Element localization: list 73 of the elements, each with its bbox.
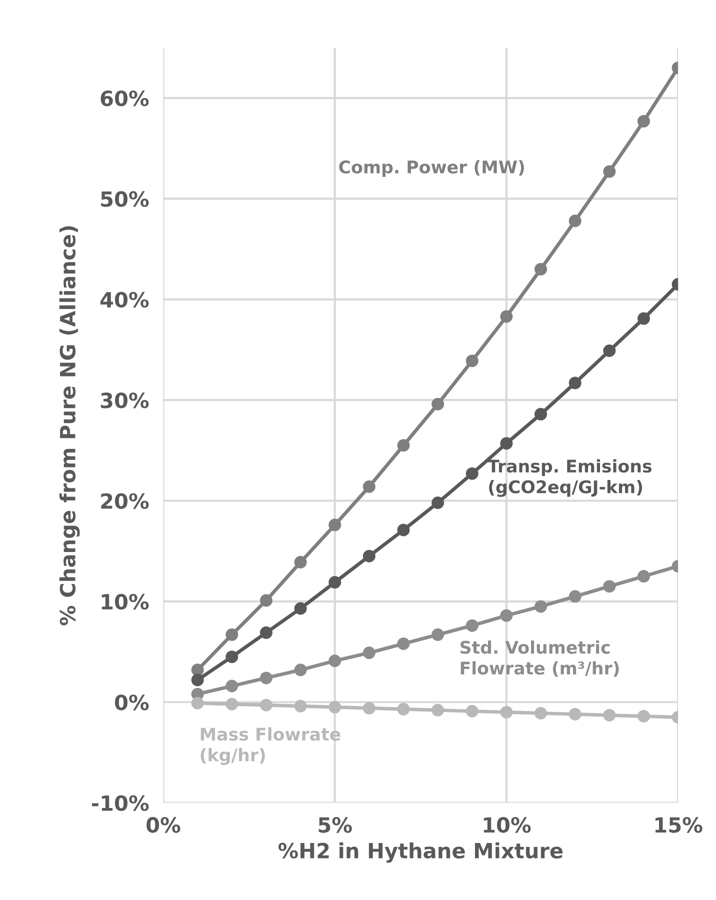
point [534, 600, 548, 613]
point [397, 524, 410, 536]
point [362, 702, 376, 714]
point [466, 619, 478, 632]
x-tick-label: 10% [484, 817, 531, 833]
point [637, 312, 650, 325]
point [226, 650, 238, 664]
point [191, 664, 204, 676]
point [466, 467, 478, 480]
point [568, 214, 582, 228]
x-axis-title: %H2 in Hythane Mixture [278, 842, 563, 863]
point [500, 609, 513, 622]
point [260, 698, 272, 712]
y-tick-label: 40% [100, 292, 149, 308]
point [466, 354, 478, 368]
point [226, 628, 238, 641]
point [603, 580, 616, 593]
point [568, 376, 582, 390]
point [534, 262, 548, 276]
point [191, 696, 204, 710]
series-label: Std. Volumetric Flowrate (m³/hr) [460, 640, 619, 677]
point [260, 672, 272, 684]
point [362, 550, 376, 562]
series-label: Transp. Emisions (gCO2eq/GJ-km) [488, 459, 652, 497]
point [328, 700, 342, 714]
point [294, 664, 307, 676]
point [294, 700, 307, 712]
point [432, 628, 444, 641]
point [637, 114, 650, 128]
point [294, 602, 307, 615]
point [260, 626, 272, 639]
point [294, 556, 307, 568]
point [603, 344, 616, 357]
point [362, 480, 376, 493]
y-tick-label: 30% [100, 392, 149, 408]
point [432, 398, 444, 410]
point [260, 594, 272, 607]
point [191, 674, 204, 686]
point [397, 439, 410, 452]
series-label: Mass Flowrate (kg/hr) [200, 727, 340, 765]
point [637, 710, 650, 722]
point [568, 708, 582, 720]
y-tick-label: 50% [101, 191, 149, 207]
y-tick-label: 0% [114, 694, 149, 710]
y-tick-label: -10% [92, 795, 149, 812]
point [637, 570, 650, 583]
point [328, 654, 342, 668]
point [534, 408, 548, 420]
point [226, 698, 238, 710]
x-tick-label: 15% [655, 817, 702, 833]
point [500, 706, 513, 718]
y-tick-label: 60% [100, 90, 149, 106]
point [226, 680, 238, 692]
point [432, 496, 444, 510]
y-tick-label: 20% [101, 493, 149, 509]
point [328, 576, 342, 589]
point [397, 702, 410, 716]
point [466, 704, 478, 718]
point [362, 646, 376, 660]
point [397, 637, 410, 650]
point [432, 704, 444, 716]
point [328, 518, 342, 532]
point [500, 437, 513, 450]
point [603, 708, 616, 722]
y-axis-title: % Change from Pure NG (Alliance) [59, 226, 80, 626]
point [603, 165, 616, 178]
y-tick-label: 10% [102, 594, 149, 610]
x-tick-label: 5% [318, 817, 352, 833]
point [568, 590, 582, 603]
text: Comp. Power (MW) [339, 160, 524, 177]
point [534, 706, 548, 720]
point [500, 310, 513, 323]
x-tick-label: 0% [146, 817, 180, 833]
